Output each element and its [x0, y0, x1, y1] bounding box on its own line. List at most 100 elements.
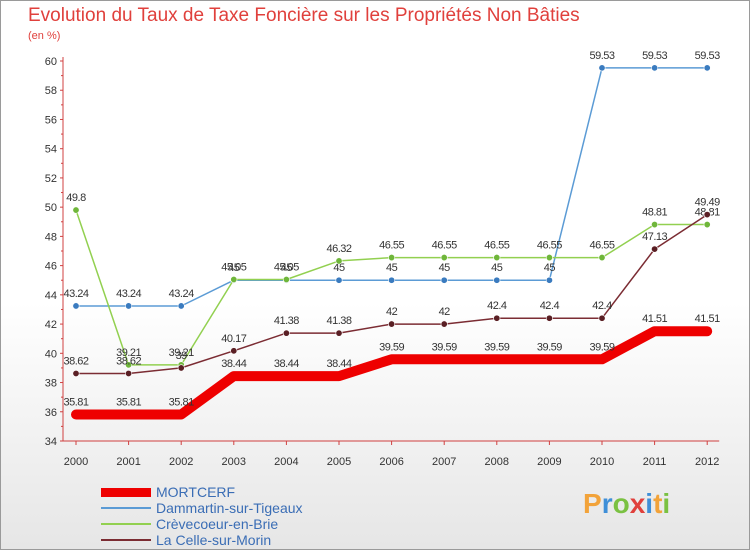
data-point: [177, 302, 185, 310]
data-label: 46.55: [484, 240, 509, 252]
x-tick-label: 2004: [274, 456, 298, 468]
data-point: [388, 276, 396, 284]
data-label: 38.62: [63, 355, 88, 367]
y-tick-label: 46: [45, 261, 57, 273]
brand-letter: P: [583, 488, 602, 519]
data-label: 42.4: [540, 300, 560, 312]
data-point: [703, 211, 711, 219]
data-label: 43.24: [63, 288, 88, 300]
data-point: [335, 276, 343, 284]
data-point: [72, 302, 80, 310]
y-tick-label: 54: [45, 144, 57, 156]
y-tick-label: 52: [45, 173, 57, 185]
data-point: [651, 245, 659, 253]
data-point: [72, 206, 80, 214]
x-tick-label: 2003: [222, 456, 246, 468]
brand-letter: i: [645, 488, 654, 519]
brand-letter: r: [601, 488, 613, 519]
data-label: 39.59: [537, 341, 562, 353]
data-label: 42.4: [592, 300, 612, 312]
data-label: 45.05: [274, 262, 299, 274]
data-label: 46.32: [326, 243, 351, 255]
y-tick-label: 48: [45, 231, 57, 243]
data-label: 42: [439, 306, 451, 318]
data-label: 38.44: [326, 358, 351, 370]
legend-label: Dammartin-sur-Tigeaux: [156, 500, 303, 516]
data-point: [440, 254, 448, 262]
data-label: 42.4: [487, 300, 507, 312]
x-tick-label: 2008: [485, 456, 509, 468]
y-tick-label: 40: [45, 348, 57, 360]
data-point: [230, 275, 238, 283]
data-point: [388, 320, 396, 328]
x-tick-label: 2000: [64, 456, 88, 468]
x-tick-label: 2011: [643, 456, 667, 468]
x-tick-label: 2007: [432, 456, 456, 468]
legend-swatch: [101, 507, 151, 509]
legend-swatch: [101, 539, 151, 541]
data-label: 39.21: [169, 347, 194, 359]
series-line-mortcerf: [71, 326, 713, 420]
data-point: [125, 369, 133, 377]
legend-swatch: [101, 487, 151, 497]
data-label: 39.59: [432, 341, 457, 353]
data-label: 45: [228, 262, 240, 274]
data-label: 39: [176, 350, 188, 362]
data-point: [545, 276, 553, 284]
x-tick-label: 2012: [695, 456, 719, 468]
data-label: 35.81: [169, 397, 194, 409]
data-label: 38.62: [116, 355, 141, 367]
legend-label: Crèvecoeur-en-Brie: [156, 516, 279, 532]
data-point: [388, 254, 396, 262]
data-point: [335, 329, 343, 337]
data-label: 46.55: [589, 240, 614, 252]
data-label: 45: [439, 262, 451, 274]
data-label: 38.44: [221, 358, 246, 370]
data-label: 39.21: [116, 347, 141, 359]
data-label: 41.51: [642, 313, 667, 325]
brand-letter: t: [653, 488, 663, 519]
data-point: [598, 314, 606, 322]
brand-logo: Proxiti: [583, 488, 670, 520]
data-label: 49.49: [695, 197, 720, 209]
data-label: 45: [333, 262, 345, 274]
data-point: [230, 347, 238, 355]
y-tick-label: 38: [45, 378, 57, 390]
data-point: [703, 64, 711, 72]
brand-letter: o: [612, 488, 630, 519]
data-label: 47.13: [642, 231, 667, 243]
data-point: [72, 369, 80, 377]
data-label: 59.53: [642, 50, 667, 62]
data-point: [598, 254, 606, 262]
data-label: 48.81: [642, 207, 667, 219]
data-point: [440, 276, 448, 284]
line-chart: 34 36 38 40 42 44 46 48 50 52 54 56 58 60 2000 2001 2002…: [45, 50, 721, 468]
y-tick-label: 50: [45, 202, 57, 214]
data-point: [651, 221, 659, 229]
data-point: [335, 257, 343, 265]
data-label: 45: [281, 262, 293, 274]
x-tick-label: 2001: [116, 456, 140, 468]
data-point: [282, 329, 290, 337]
data-point: [545, 314, 553, 322]
data-label: 35.81: [116, 397, 141, 409]
brand-letter: i: [662, 488, 671, 519]
y-tick-label: 42: [45, 319, 57, 331]
legend-label: MORTCERF: [156, 484, 236, 500]
chart-unit-label: (en %): [28, 30, 61, 42]
data-label: 41.38: [326, 315, 351, 327]
data-label: 41.51: [695, 313, 720, 325]
data-point: [177, 364, 185, 372]
data-label: 41.38: [274, 315, 299, 327]
x-tick-label: 2010: [590, 456, 614, 468]
data-label: 43.24: [169, 288, 194, 300]
data-point: [493, 314, 501, 322]
data-point: [651, 64, 659, 72]
data-label: 38.44: [274, 358, 299, 370]
chart-title: Evolution du Taux de Taxe Foncière sur l…: [28, 5, 580, 26]
y-tick-label: 44: [45, 290, 57, 302]
data-label: 39.59: [589, 341, 614, 353]
brand-letter: x: [629, 488, 646, 519]
data-point: [598, 64, 606, 72]
legend-label: La Celle-sur-Morin: [156, 532, 272, 548]
